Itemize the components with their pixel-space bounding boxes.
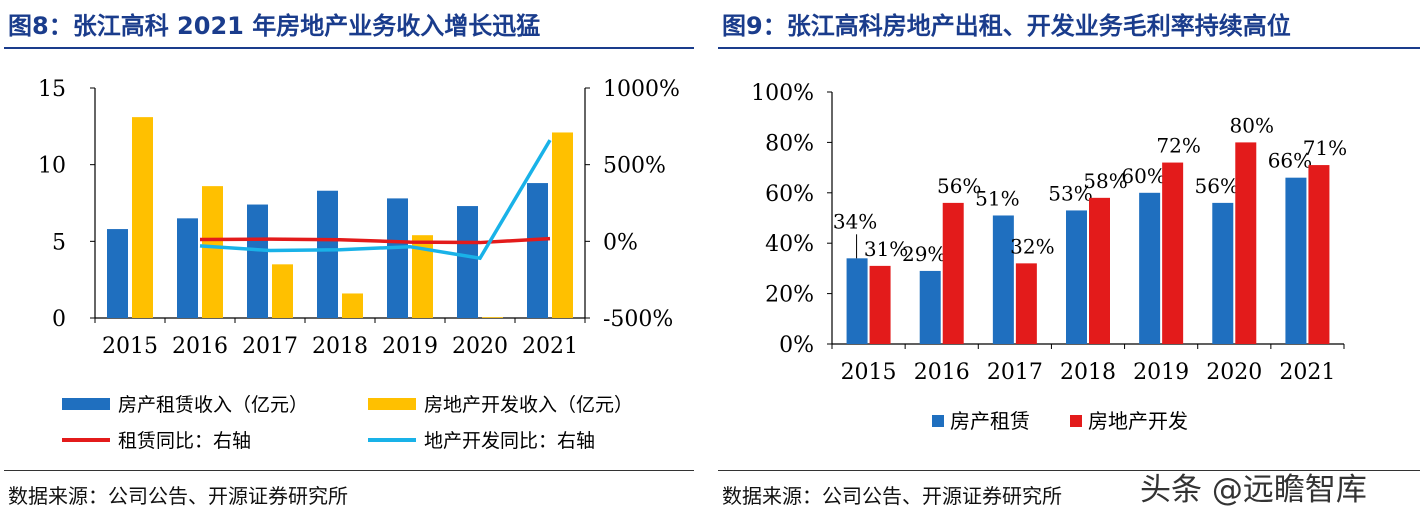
development-revenue-bar <box>202 186 223 318</box>
rental-margin-bar <box>846 258 868 344</box>
y-tick-label: 80% <box>765 131 814 156</box>
development-margin-bar <box>1015 263 1037 344</box>
development-margin-bar <box>942 202 964 344</box>
development-margin-bar <box>1089 197 1110 344</box>
rental-revenue-bar <box>107 229 128 318</box>
right-tick-label: 0% <box>603 230 638 255</box>
x-tick-label: 2021 <box>1279 360 1335 385</box>
left-tick-label: 15 <box>38 77 66 102</box>
x-tick-label: 2015 <box>102 334 158 359</box>
rental-revenue-bar <box>317 190 338 318</box>
rental-margin-bar <box>1066 210 1087 344</box>
legend-label: 房地产开发 <box>1088 409 1188 433</box>
development-revenue-bar <box>132 117 153 318</box>
left-tick-label: 0 <box>52 307 66 332</box>
x-tick-label: 2021 <box>522 334 578 359</box>
y-tick-label: 40% <box>765 232 814 257</box>
legend-label: 房产租赁收入（亿元） <box>118 394 308 416</box>
rental-margin-label: 53% <box>1048 181 1092 205</box>
y-tick-label: 0% <box>779 333 814 358</box>
y-tick-label: 100% <box>751 81 814 106</box>
x-tick-label: 2018 <box>1060 360 1116 385</box>
development-yoy-line <box>199 139 552 261</box>
margin-chart: 0% 20% 40% 60% 80% 100% 2015 2016 2017 2018 2019 20… <box>751 81 1347 433</box>
right-tick-label: 1000% <box>603 77 680 102</box>
legend-label: 地产开发同比：右轴 <box>424 430 595 452</box>
development-revenue-bar <box>482 317 503 318</box>
y-tick-label: 20% <box>765 283 814 308</box>
development-margin-label: 58% <box>1083 169 1127 193</box>
rental-revenue-bar <box>387 198 408 318</box>
x-tick-label: 2019 <box>1133 360 1189 385</box>
figure-8-title: 图8：张江高科 2021 年房地产业务收入增长迅猛 <box>8 12 541 40</box>
rental-margin-bar <box>992 215 1014 344</box>
legend-swatch <box>1070 415 1082 427</box>
x-tick-label: 2016 <box>914 360 970 385</box>
rental-revenue-bar <box>247 204 268 318</box>
development-revenue-bar <box>342 293 363 318</box>
legend-swatch <box>932 415 944 427</box>
watermark: 头条 @远瞻智库 <box>1140 472 1367 508</box>
development-margin-label: 32% <box>1010 234 1054 258</box>
development-revenue-bar <box>272 264 293 318</box>
x-tick-label: 2018 <box>312 334 368 359</box>
left-tick-label: 5 <box>52 230 66 255</box>
rental-margin-bar <box>1139 192 1161 344</box>
revenue-chart: 0 5 10 15 -500% 0% 500% 1000% 2015 2016 2017 2018 20… <box>38 77 680 452</box>
x-tick-label: 2016 <box>172 334 228 359</box>
x-tick-label: 2017 <box>242 334 298 359</box>
development-revenue-bar <box>412 235 433 318</box>
rental-margin-label: 66% <box>1268 149 1312 173</box>
rental-revenue-bar <box>177 218 198 318</box>
figure-8-source: 数据来源：公司公告、开源证券研究所 <box>8 484 348 508</box>
x-tick-label: 2015 <box>841 360 897 385</box>
development-margin-bar <box>1235 142 1257 344</box>
y-tick-label: 60% <box>765 182 814 207</box>
figure-9-source: 数据来源：公司公告、开源证券研究所 <box>722 484 1062 508</box>
title-rule <box>718 47 1420 49</box>
development-margin-label: 71% <box>1303 136 1347 160</box>
rental-margin-bar <box>1285 177 1307 344</box>
development-margin-label: 56% <box>937 174 981 198</box>
legend-swatch <box>368 398 416 410</box>
right-tick-label: 500% <box>603 154 666 179</box>
right-tick-label: -500% <box>603 307 673 332</box>
rental-margin-label: 51% <box>975 186 1019 210</box>
development-margin-label: 72% <box>1156 134 1200 158</box>
left-tick-label: 10 <box>38 154 66 179</box>
source-rule <box>718 470 1420 471</box>
figure-9-panel: 图9：张江高科房地产出租、开发业务毛利率持续高位 0% 20% 40% 60% 80% 1… <box>714 0 1426 516</box>
title-rule <box>4 47 694 49</box>
rental-margin-label: 60% <box>1121 164 1165 188</box>
x-tick-label: 2020 <box>452 334 508 359</box>
rental-margin-bar <box>919 270 941 344</box>
development-margin-label: 31% <box>864 237 908 261</box>
development-margin-label: 80% <box>1230 113 1274 137</box>
legend-swatch <box>62 398 110 410</box>
figure-9-title: 图9：张江高科房地产出租、开发业务毛利率持续高位 <box>722 12 1291 40</box>
rental-margin-label: 29% <box>902 242 946 266</box>
rental-margin-label: 56% <box>1195 174 1239 198</box>
rental-revenue-bar <box>527 183 548 318</box>
x-tick-label: 2019 <box>382 334 438 359</box>
rental-margin-label: 34% <box>833 209 877 233</box>
rental-margin-bar <box>1212 202 1234 344</box>
legend-label: 房产租赁 <box>950 409 1030 433</box>
legend-label: 租赁同比：右轴 <box>118 430 251 452</box>
rental-revenue-bar <box>457 206 478 318</box>
development-margin-bar <box>1162 162 1184 344</box>
development-margin-bar <box>869 265 891 344</box>
x-tick-label: 2020 <box>1206 360 1262 385</box>
development-margin-bar <box>1308 165 1330 344</box>
development-revenue-bar <box>552 132 573 318</box>
figure-8-panel: 图8：张江高科 2021 年房地产业务收入增长迅猛 0 5 10 15 -500% 0% 5… <box>0 0 700 516</box>
source-rule <box>4 470 694 471</box>
x-tick-label: 2017 <box>987 360 1043 385</box>
legend-label: 房地产开发收入（亿元） <box>424 394 633 416</box>
